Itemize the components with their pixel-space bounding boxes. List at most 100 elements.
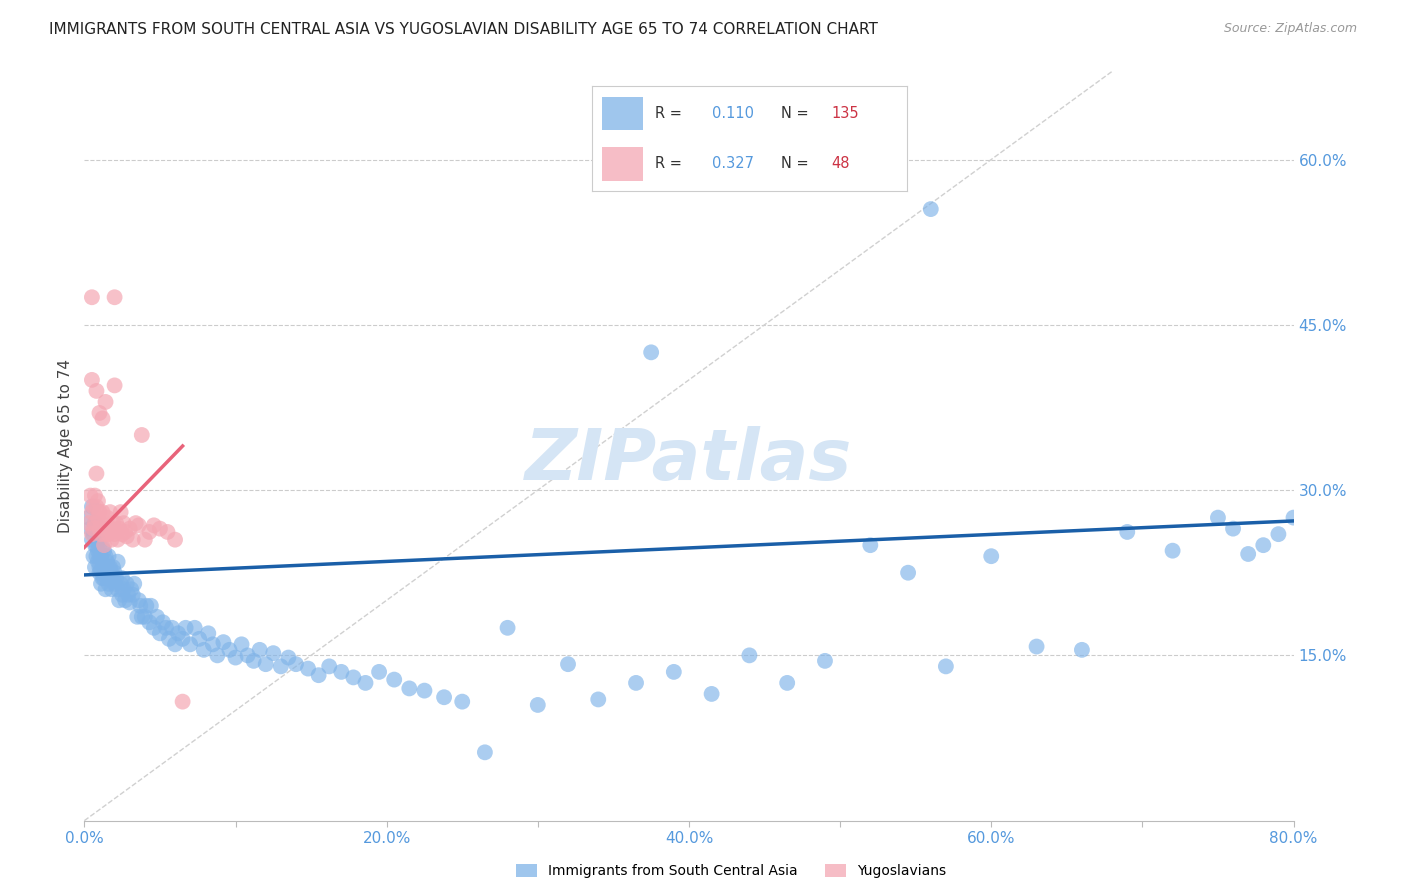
Point (859, 538, 882, 552)
Point (129, 599, 152, 613)
Point (236, 648, 259, 663)
Point (308, 668, 330, 682)
Point (80, 500, 103, 514)
Point (87, 543, 110, 558)
Point (496, 621, 519, 635)
Point (142, 518, 165, 533)
Point (86, 522, 108, 536)
Point (157, 632, 180, 646)
Point (90, 516, 112, 530)
Point (96, 571, 118, 585)
Point (318, 659, 340, 673)
Point (89, 505, 111, 519)
Point (342, 670, 364, 684)
Point (89, 566, 111, 580)
Point (624, 676, 647, 690)
Point (86, 500, 108, 514)
Point (93, 571, 115, 585)
Point (193, 643, 215, 657)
Point (107, 582, 129, 597)
Point (107, 533, 129, 547)
Point (93, 538, 115, 552)
Point (77, 510, 100, 524)
Point (96, 522, 118, 536)
Point (79, 522, 101, 536)
Point (165, 533, 187, 547)
Point (97, 527, 120, 541)
Point (111, 588, 134, 602)
Point (225, 650, 247, 665)
Point (101, 516, 124, 530)
Point (97, 576, 120, 591)
Point (108, 522, 131, 536)
Point (398, 681, 420, 696)
Point (97, 560, 120, 574)
Point (104, 527, 127, 541)
Point (1071, 643, 1094, 657)
Point (128, 593, 150, 607)
Point (172, 632, 194, 646)
Point (77, 516, 100, 530)
Point (91, 411, 114, 425)
Point (1267, 527, 1289, 541)
Point (98, 505, 121, 519)
Point (135, 599, 157, 613)
Point (142, 621, 165, 635)
Point (134, 533, 156, 547)
Point (700, 687, 723, 701)
Point (82, 527, 104, 541)
Point (117, 588, 139, 602)
Point (138, 615, 160, 630)
Point (1116, 524, 1139, 539)
Point (91, 505, 114, 519)
Point (80, 527, 103, 541)
Point (897, 566, 920, 580)
Point (1161, 543, 1184, 558)
Point (84, 516, 107, 530)
Point (776, 676, 799, 690)
Point (120, 582, 142, 597)
Point (100, 522, 122, 536)
Point (451, 695, 474, 709)
Point (112, 516, 135, 530)
Point (920, 202, 942, 216)
Point (270, 659, 292, 673)
Point (84, 516, 107, 530)
Point (80, 290, 103, 304)
Point (94, 582, 117, 597)
Point (79, 489, 101, 503)
Point (121, 533, 143, 547)
Point (1282, 510, 1305, 524)
Point (104, 566, 127, 580)
Point (87, 494, 110, 508)
Point (89, 549, 111, 564)
Point (112, 582, 135, 597)
Point (207, 648, 229, 663)
Point (104, 378, 127, 392)
Point (80, 505, 103, 519)
Point (91, 571, 114, 585)
Point (1025, 640, 1047, 654)
Point (413, 683, 436, 698)
Point (640, 345, 662, 359)
Point (1206, 510, 1229, 524)
Point (149, 626, 172, 640)
Point (89, 522, 111, 536)
Point (94, 395, 117, 409)
Point (110, 576, 132, 591)
Point (111, 571, 134, 585)
Point (118, 522, 141, 536)
Point (152, 615, 174, 630)
Point (183, 621, 205, 635)
Point (527, 698, 550, 712)
Point (84, 489, 107, 503)
Point (179, 637, 201, 651)
Point (89, 406, 111, 420)
Point (127, 609, 149, 624)
Point (368, 665, 391, 679)
Point (115, 576, 138, 591)
Point (330, 665, 353, 679)
Point (89, 560, 111, 574)
Point (131, 609, 153, 624)
Point (114, 524, 136, 539)
